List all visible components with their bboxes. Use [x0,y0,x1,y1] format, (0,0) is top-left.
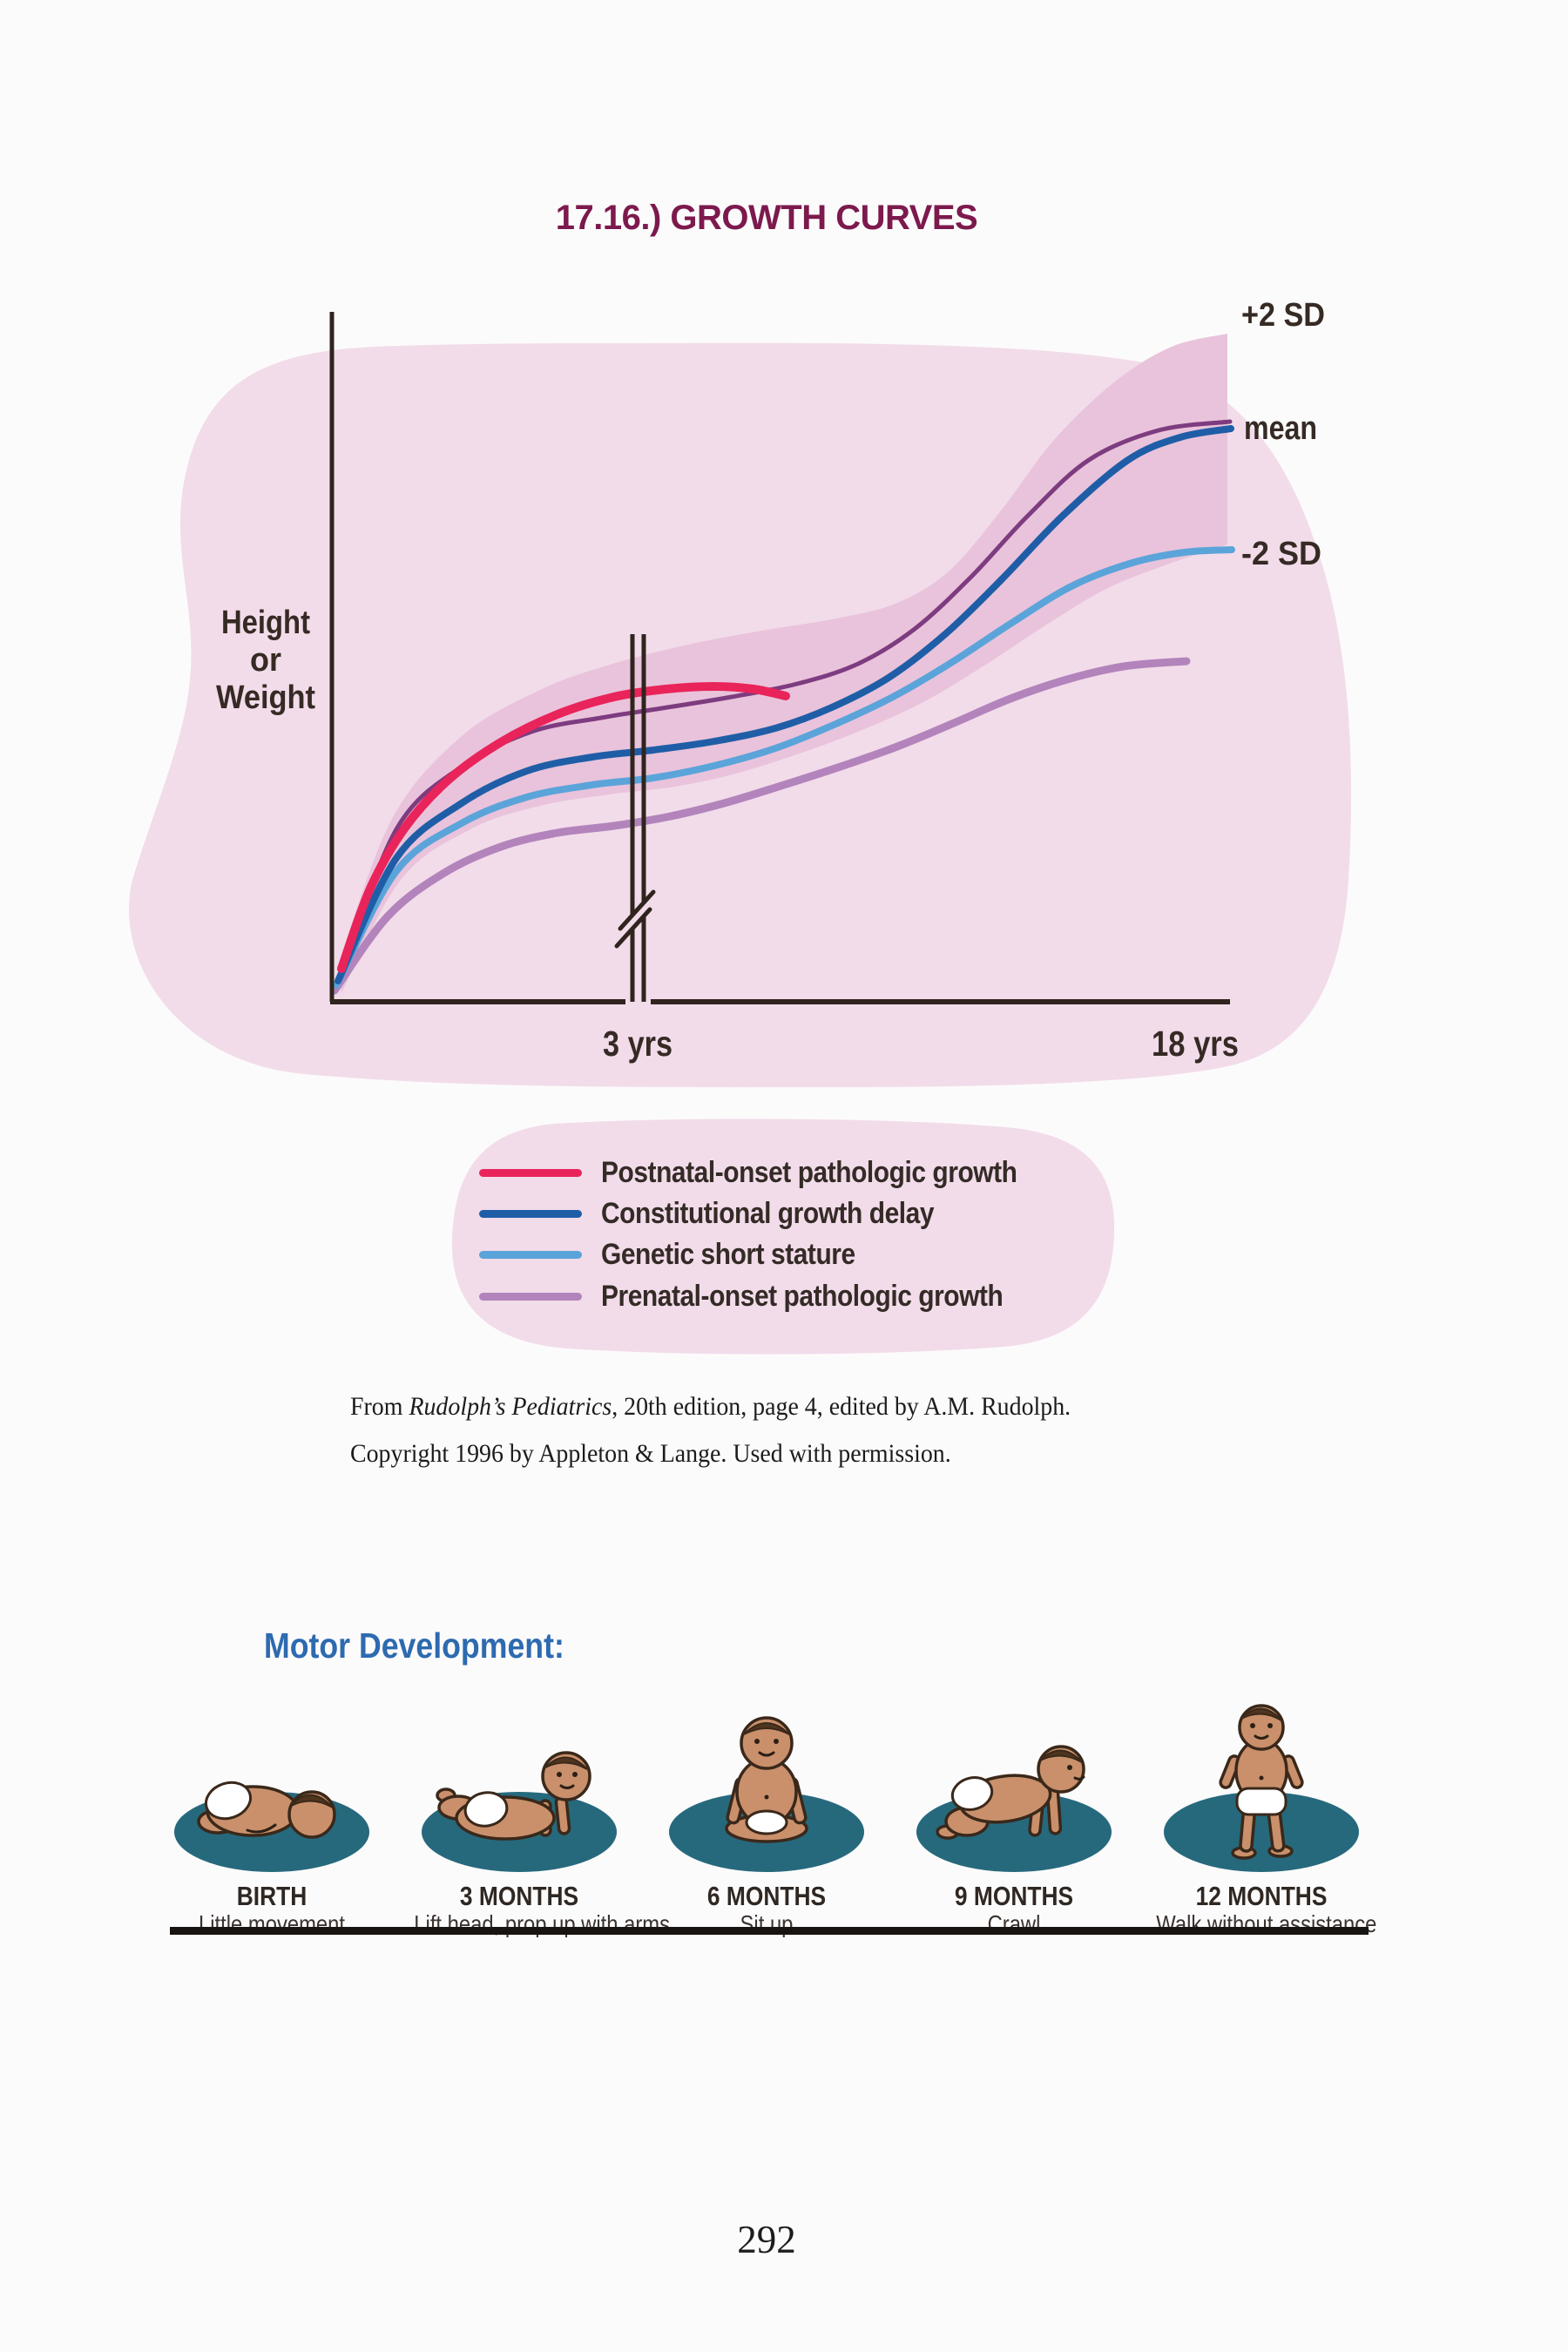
legend-label-postnatal: Postnatal-onset pathologic growth [601,1155,1017,1189]
baby-prone-head-up-illustration [422,1751,617,1872]
milestone-age-label: 9 MONTHS [954,1881,1074,1911]
y-axis-label-line1: Height [221,605,310,641]
motor-heading: Motor Development: [264,1625,564,1666]
growth-curves-chart: Height or Weight +2 SD mean -2 SD 3 yrs … [129,297,1352,1088]
citation-suffix: , 20th edition, page 4, edited by A.M. R… [612,1392,1071,1421]
curve-prenatal-onset-pathologic-growth [330,657,1191,995]
curve-genetic-short-stature [333,546,1235,989]
y-axis-label-line3: Weight [216,679,315,716]
x-tick-18yrs: 18 yrs [1152,1024,1239,1064]
milestone-6-months: 6 MONTHS Sit up [643,1694,890,1937]
milestone-3-months: 3 MONTHS Lift head, prop up with arms [395,1694,670,1937]
milestone-age-label: 6 MONTHS [706,1881,827,1911]
curve-postnatal-onset-pathologic-growth [337,681,790,973]
legend-label-prenatal: Prenatal-onset pathologic growth [601,1279,1004,1313]
section-divider-line [170,1927,1369,1935]
chart-legend: Postnatal-onset pathologic growth Consti… [440,1113,1124,1362]
legend-swatch-postnatal [479,1168,582,1177]
annotation-minus-2sd: -2 SD [1241,536,1321,572]
x-tick-3yrs: 3 yrs [603,1024,672,1064]
motor-milestones-row: BIRTH Little movement 3 MONTHS Lift head… [148,1694,1385,1937]
page-title: 17.16.) GROWTH CURVES [555,199,978,237]
citation-prefix: From [350,1392,409,1421]
legend-item-genetic: Genetic short stature [479,1238,889,1271]
baby-standing-illustration [1164,1704,1359,1872]
annotation-plus-2sd: +2 SD [1241,297,1325,334]
baby-crawling-illustration [916,1745,1112,1872]
curve-constitutional-growth-delay [335,425,1234,984]
legend-swatch-constitutional [479,1209,582,1218]
y-axis-label-line2: or [250,642,281,679]
legend-background-blob [451,1119,1115,1355]
citation-book-title: Rudolph’s Pediatrics [409,1392,612,1421]
axis-break-slashes [614,889,656,949]
milestone-age-label: 3 MONTHS [459,1881,579,1911]
milestone-birth: BIRTH Little movement [148,1694,395,1937]
milestone-age-label: 12 MONTHS [1195,1881,1328,1911]
age-3yr-reference-line [630,634,646,1002]
axis-break-gap [617,892,653,946]
legend-label-genetic: Genetic short stature [601,1237,855,1271]
milestone-9-months: 9 MONTHS Crawl [890,1694,1138,1937]
legend-item-constitutional: Constitutional growth delay [479,1197,979,1230]
source-citation: From Rudolph’s Pediatrics, 20th edition,… [350,1383,1125,1477]
baby-lying-prone-illustration [174,1781,369,1872]
legend-item-prenatal: Prenatal-onset pathologic growth [479,1280,1058,1313]
legend-label-constitutional: Constitutional growth delay [601,1196,935,1230]
normal-range-band [338,334,1227,993]
page-number: 292 [737,2218,796,2261]
citation-line2: Copyright 1996 by Appleton & Lange. Used… [350,1439,951,1468]
milestone-12-months: 12 MONTHS Walk without assistance [1138,1694,1385,1937]
baby-sitting-illustration [669,1716,864,1872]
legend-item-postnatal: Postnatal-onset pathologic growth [479,1156,1074,1189]
milestone-age-label: BIRTH [236,1881,308,1911]
citation-line1: From Rudolph’s Pediatrics, 20th edition,… [350,1383,1071,1430]
legend-swatch-prenatal [479,1292,582,1301]
annotation-mean: mean [1244,410,1317,447]
legend-swatch-genetic [479,1250,582,1259]
